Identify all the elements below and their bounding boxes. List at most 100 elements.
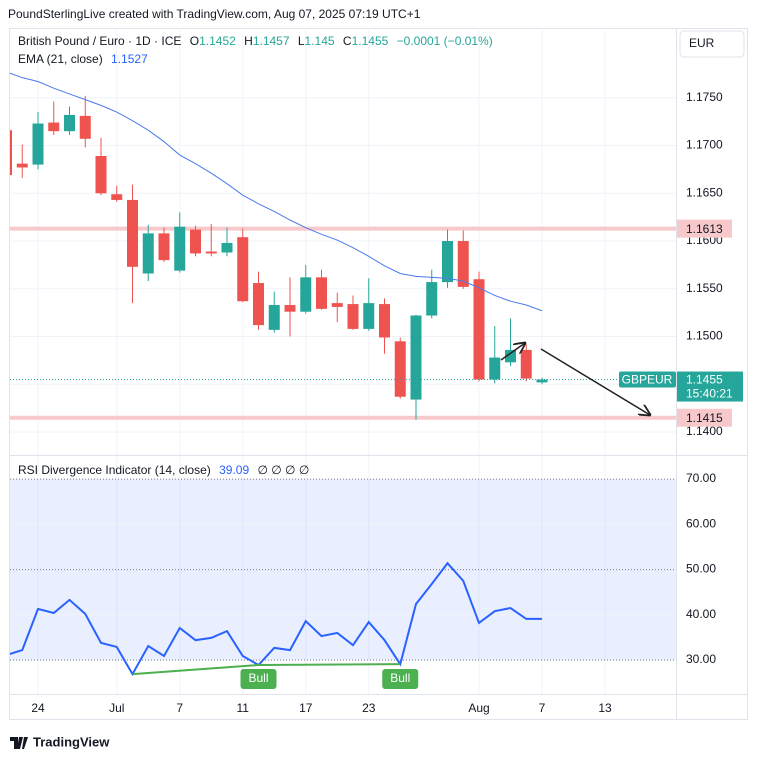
currency-label: EUR — [689, 36, 715, 50]
y-tick-label: 50.00 — [686, 562, 716, 576]
candle-body — [268, 305, 280, 330]
x-tick-label: 13 — [598, 701, 612, 715]
candle-body — [253, 283, 264, 326]
divergence-line — [258, 663, 401, 667]
candle-body — [95, 156, 107, 194]
candle-body — [190, 229, 201, 254]
candle-body — [142, 233, 154, 274]
currency-button[interactable] — [679, 30, 745, 58]
rsi-name: RSI Divergence Indicator (14, close) — [18, 463, 211, 477]
candle-body — [331, 303, 343, 307]
rsi-value: 39.09 — [219, 463, 249, 477]
legend-ema: EMA (21, close) 1.1527 — [18, 52, 148, 66]
symbol-label: GBPEUR — [622, 373, 673, 387]
y-tick-label: 1.1400 — [686, 424, 723, 438]
candle-body — [347, 304, 359, 329]
y-tick-label: 1.1500 — [686, 329, 723, 343]
candle-body — [505, 349, 516, 363]
candle-body — [111, 194, 123, 200]
candle-body — [473, 279, 485, 380]
change-value: −0.0001 (−0.01%) — [397, 34, 493, 48]
y-tick-label: 1.1750 — [686, 90, 723, 104]
candle-body — [10, 130, 12, 176]
candle-body — [457, 241, 469, 287]
candle-body — [221, 242, 233, 253]
candle-body — [426, 282, 438, 316]
drawn-arrow — [500, 343, 525, 361]
symbol-title: British Pound / Euro · 1D · ICE — [18, 34, 181, 48]
x-tick-label: Aug — [468, 701, 489, 715]
chart-frame — [9, 28, 748, 720]
level-label: 1.1613 — [686, 222, 723, 236]
candle-body — [410, 315, 422, 400]
x-tick-label: 7 — [539, 701, 546, 715]
x-tick-label: 7 — [176, 701, 183, 715]
candle-body — [300, 277, 312, 312]
ema-value: 1.1527 — [111, 52, 148, 66]
candle-body — [379, 304, 390, 338]
y-tick-label: 40.00 — [686, 607, 716, 621]
ohlc-letter: H — [244, 34, 253, 48]
candle-body — [32, 123, 44, 165]
axes: 1.14001.14501.15001.15501.16001.16501.17… — [31, 90, 743, 715]
open-value: 1.1452 — [199, 34, 236, 48]
candle-body — [158, 233, 170, 261]
level-label-box — [677, 408, 732, 427]
candle-body — [79, 115, 91, 139]
candle-body — [363, 303, 375, 329]
rsi-extras: ∅ ∅ ∅ ∅ — [257, 463, 309, 477]
x-tick-label: 11 — [237, 701, 250, 715]
candle-body — [174, 226, 186, 271]
legend-rsi: RSI Divergence Indicator (14, close) 39.… — [18, 463, 309, 477]
y-tick-label: 70.00 — [686, 471, 716, 485]
low-value: 1.145 — [305, 34, 335, 48]
candle-body — [520, 349, 532, 379]
candle-body — [394, 341, 406, 397]
drawn-arrow — [540, 348, 650, 415]
close-value: 1.1455 — [352, 34, 389, 48]
x-tick-label: 17 — [299, 701, 313, 715]
signal-label: Bull — [390, 671, 410, 685]
candle-body — [316, 277, 327, 309]
candle-body — [489, 357, 501, 380]
price-label-box — [677, 371, 743, 402]
candle-body — [536, 379, 548, 383]
rsi-line — [10, 561, 543, 677]
candle-body — [127, 199, 138, 267]
countdown-label: 15:40:21 — [686, 387, 733, 401]
signal-box — [240, 669, 277, 689]
legend-main: British Pound / Euro · 1D · ICE O1.1452 … — [18, 34, 493, 48]
y-tick-label: 60.00 — [686, 516, 716, 530]
candle-body — [237, 237, 249, 302]
candle-body — [48, 122, 60, 132]
x-tick-label: 24 — [31, 701, 45, 715]
ohlc-letter: L — [298, 34, 305, 48]
brand-logo — [10, 737, 28, 749]
level-label-box — [677, 219, 732, 238]
ema-name: EMA (21, close) — [18, 52, 103, 66]
ema-line — [10, 72, 543, 312]
candle-body — [16, 163, 28, 168]
candle-body — [284, 305, 296, 312]
y-tick-label: 30.00 — [686, 652, 716, 666]
brand-name: TradingView — [33, 734, 110, 749]
ohlc-letter: O — [190, 34, 199, 48]
candle-body — [205, 251, 217, 254]
x-tick-label: 23 — [362, 701, 376, 715]
rsi-pane — [10, 456, 676, 694]
y-tick-label: 1.1650 — [686, 185, 723, 199]
symbol-label-box — [619, 371, 676, 388]
candle-body — [64, 114, 75, 132]
ohlc-letter: C — [343, 34, 352, 48]
high-value: 1.1457 — [253, 34, 290, 48]
y-tick-label: 1.1700 — [686, 138, 723, 152]
level-label: 1.1415 — [686, 411, 723, 425]
signal-label: Bull — [248, 671, 268, 685]
price-label: 1.1455 — [686, 373, 723, 387]
x-tick-label: Jul — [109, 701, 124, 715]
signal-box — [382, 669, 419, 689]
price-pane — [10, 28, 676, 455]
candle-body — [442, 241, 453, 283]
attribution: PoundSterlingLive created with TradingVi… — [8, 7, 421, 21]
